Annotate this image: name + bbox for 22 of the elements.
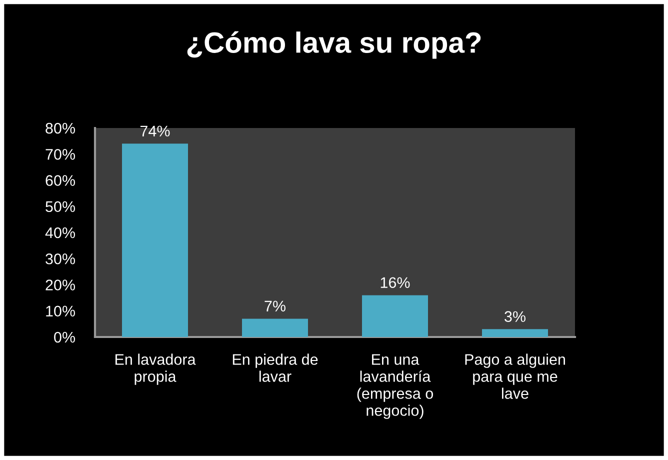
x-tick-label: Pago a alguien para que me lave <box>465 354 565 399</box>
y-tick-label: 40% <box>45 227 76 238</box>
y-tick-label: 80% <box>46 122 76 134</box>
y-tick-label: 10% <box>46 306 76 317</box>
bar <box>362 295 428 337</box>
y-tick-label: 30% <box>46 253 76 264</box>
y-tick-label: 0% <box>54 332 76 343</box>
bar <box>242 318 308 337</box>
y-tick-label: 50% <box>46 201 76 212</box>
data-label: 7% <box>264 300 286 312</box>
x-tick-label: En piedra de lavar <box>232 354 318 382</box>
y-tick-label: 20% <box>46 280 76 290</box>
bar <box>482 329 548 337</box>
data-label: 16% <box>380 277 410 288</box>
data-label: 3% <box>504 311 526 322</box>
bar <box>122 144 188 337</box>
chart-title: ¿Cómo lava su ropa? <box>187 31 481 59</box>
x-tick-label: En una lavandería (empresa o negocio) <box>357 354 433 419</box>
x-tick-label: En lavadora propia <box>115 354 196 385</box>
data-label: 74% <box>140 126 170 136</box>
y-tick-label: 70% <box>46 148 76 160</box>
y-tick-label: 60% <box>46 175 76 186</box>
